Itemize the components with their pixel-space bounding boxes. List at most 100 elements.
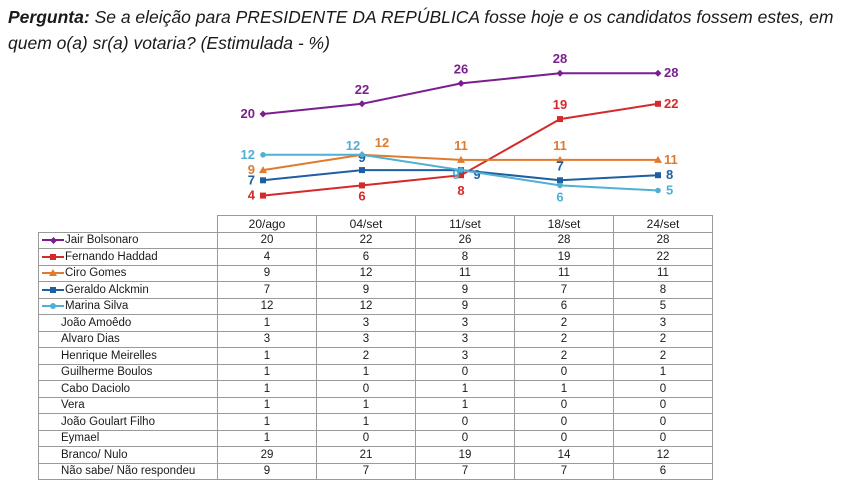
question-text: Pergunta: Se a eleição para PRESIDENTE D… bbox=[8, 4, 838, 56]
table-cell: 11 bbox=[613, 264, 713, 282]
question-lead: Pergunta: bbox=[8, 7, 90, 27]
data-point bbox=[260, 192, 266, 199]
table-cell: 9 bbox=[217, 264, 317, 282]
table-cell: 0 bbox=[415, 363, 515, 381]
table-row: João Amoêdo 1 3 3 2 3 bbox=[38, 314, 713, 332]
data-point bbox=[557, 116, 563, 123]
table-cell: 1 bbox=[316, 413, 416, 431]
row-name: João Amoêdo bbox=[61, 316, 132, 329]
table-cell: 28 bbox=[514, 231, 614, 249]
table-cell: 5 bbox=[613, 297, 713, 315]
row-name: Fernando Haddad bbox=[65, 250, 158, 263]
table-cell: 11 bbox=[415, 264, 515, 282]
table-cell: 29 bbox=[217, 446, 317, 464]
data-label: 9 bbox=[473, 167, 480, 182]
row-label: Guilherme Boulos bbox=[38, 363, 218, 381]
row-name: Eymael bbox=[61, 432, 100, 445]
data-label: 9 bbox=[452, 167, 459, 182]
table-cell: 9 bbox=[217, 462, 317, 480]
table-cell: 9 bbox=[415, 281, 515, 299]
table-cell: 1 bbox=[217, 347, 317, 365]
data-label: 8 bbox=[457, 183, 464, 198]
row-name: Marina Silva bbox=[65, 300, 129, 313]
data-label: 7 bbox=[248, 172, 255, 187]
row-label: Ciro Gomes bbox=[38, 264, 218, 282]
table-cell: 21 bbox=[316, 446, 416, 464]
table-cell: 22 bbox=[316, 231, 416, 249]
table-cell: 1 bbox=[217, 363, 317, 381]
table-cell: 12 bbox=[217, 297, 317, 315]
table-cell: 3 bbox=[415, 314, 515, 332]
row-label: Fernando Haddad bbox=[38, 248, 218, 266]
table-cell: 19 bbox=[514, 248, 614, 266]
row-label: Eymael bbox=[38, 429, 218, 447]
data-point bbox=[458, 167, 464, 173]
data-label: 20 bbox=[241, 106, 255, 121]
row-name: Vera bbox=[61, 399, 85, 412]
table-row: Jair Bolsonaro 20 22 26 28 28 bbox=[38, 231, 713, 249]
table-cell: 20 bbox=[217, 231, 317, 249]
table-cell: 0 bbox=[613, 396, 713, 414]
table-row: Marina Silva 12 12 9 6 5 bbox=[38, 297, 713, 315]
table-cell: 26 bbox=[415, 231, 515, 249]
table-cell: 1 bbox=[613, 363, 713, 381]
table-cell: 0 bbox=[514, 396, 614, 414]
table-cell: 0 bbox=[613, 429, 713, 447]
table-cell: 2 bbox=[613, 347, 713, 365]
table-cell: 11 bbox=[514, 264, 614, 282]
table-cell: 2 bbox=[316, 347, 416, 365]
data-label: 28 bbox=[553, 51, 567, 66]
row-name: Jair Bolsonaro bbox=[65, 234, 139, 247]
table-cell: 1 bbox=[217, 314, 317, 332]
table-cell: 1 bbox=[217, 380, 317, 398]
data-point bbox=[457, 79, 465, 87]
row-name: Guilherme Boulos bbox=[61, 366, 153, 379]
table-cell: 14 bbox=[514, 446, 614, 464]
row-label: Branco/ Nulo bbox=[38, 446, 218, 464]
row-label: Henrique Meirelles bbox=[38, 347, 218, 365]
table-row: Fernando Haddad 4 6 8 19 22 bbox=[38, 248, 713, 266]
table-cell: 9 bbox=[415, 297, 515, 315]
table-cell: 3 bbox=[415, 330, 515, 348]
row-label: Não sabe/ Não respondeu bbox=[38, 462, 218, 480]
data-point bbox=[457, 155, 465, 163]
data-table: 20/ago 04/set 11/set 18/set 24/set Jair … bbox=[38, 215, 713, 480]
table-cell: 1 bbox=[316, 396, 416, 414]
table-cell: 7 bbox=[217, 281, 317, 299]
table-cell: 6 bbox=[514, 297, 614, 315]
table-row: João Goulart Filho 1 1 0 0 0 bbox=[38, 413, 713, 431]
table-cell: 0 bbox=[514, 413, 614, 431]
data-label: 9 bbox=[358, 150, 365, 165]
row-label: Alvaro Dias bbox=[38, 330, 218, 348]
table-cell: 2 bbox=[613, 330, 713, 348]
table-cell: 7 bbox=[514, 462, 614, 480]
data-label: 5 bbox=[666, 183, 673, 198]
row-name: Henrique Meirelles bbox=[61, 349, 157, 362]
table-cell: 2 bbox=[514, 330, 614, 348]
data-point bbox=[655, 100, 661, 107]
table-cell: 7 bbox=[316, 462, 416, 480]
table-cell: 7 bbox=[415, 462, 515, 480]
col-header: 04/set bbox=[316, 215, 416, 233]
table-row: Guilherme Boulos 1 1 0 0 1 bbox=[38, 363, 713, 381]
legend-swatch-bolsonaro bbox=[42, 235, 64, 245]
data-point bbox=[654, 155, 662, 163]
row-label: João Amoêdo bbox=[38, 314, 218, 332]
table-cell: 0 bbox=[415, 413, 515, 431]
data-point bbox=[556, 155, 564, 163]
table-row: Henrique Meirelles 1 2 3 2 2 bbox=[38, 347, 713, 365]
row-label: Cabo Daciolo bbox=[38, 380, 218, 398]
data-point bbox=[557, 182, 563, 189]
data-point bbox=[655, 172, 661, 179]
table-cell: 1 bbox=[415, 396, 515, 414]
table-cell: 3 bbox=[316, 330, 416, 348]
table-row: Alvaro Dias 3 3 3 2 2 bbox=[38, 330, 713, 348]
legend-swatch-alckmin bbox=[42, 285, 64, 295]
row-name: Cabo Daciolo bbox=[61, 382, 131, 395]
data-label: 11 bbox=[454, 138, 468, 153]
data-label: 22 bbox=[664, 96, 678, 111]
table-cell: 12 bbox=[613, 446, 713, 464]
table-row: Cabo Daciolo 1 0 1 1 0 bbox=[38, 380, 713, 398]
table-cell: 0 bbox=[613, 413, 713, 431]
row-name: João Goulart Filho bbox=[61, 415, 155, 428]
